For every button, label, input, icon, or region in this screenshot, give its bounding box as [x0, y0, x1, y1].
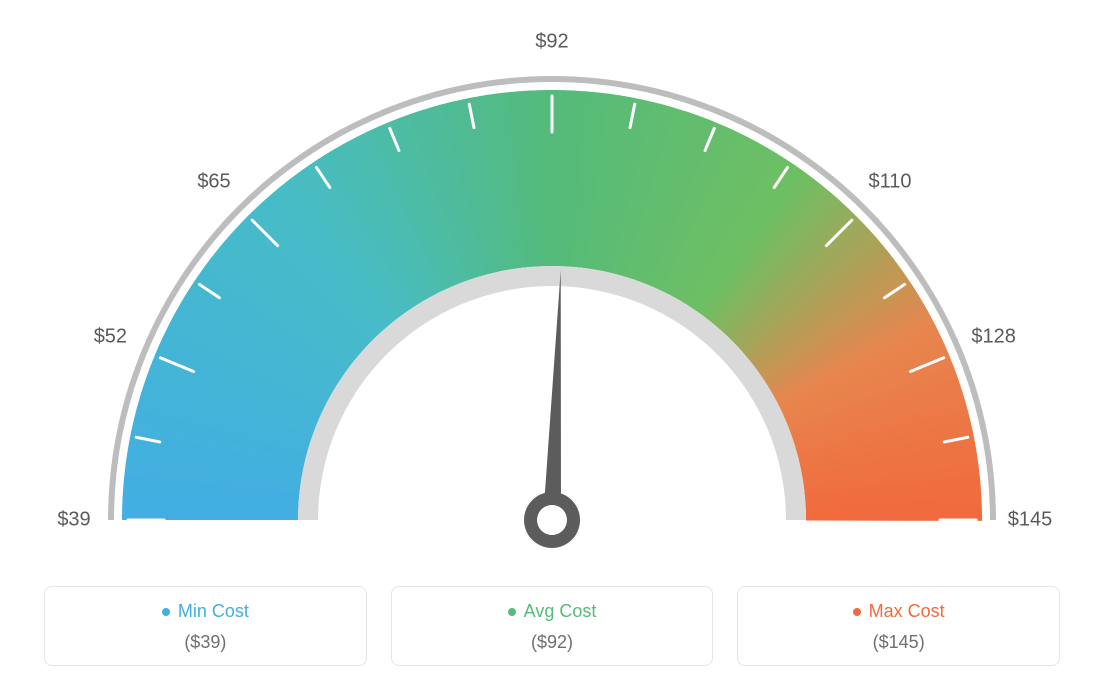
- legend-label: Min Cost: [178, 601, 249, 622]
- legend-label: Max Cost: [869, 601, 945, 622]
- gauge-tick-label: $52: [94, 326, 127, 349]
- gauge-tick-label: $128: [971, 326, 1016, 349]
- legend-card-avg: Avg Cost ($92): [391, 586, 714, 666]
- gauge-tick-label: $39: [57, 509, 90, 532]
- gauge-svg: [0, 0, 1104, 560]
- gauge-area: $39 $52 $65 $92 $110 $128 $145: [0, 0, 1104, 560]
- dot-icon: [508, 608, 516, 616]
- dot-icon: [853, 608, 861, 616]
- dot-icon: [162, 608, 170, 616]
- legend-title-min: Min Cost: [162, 601, 249, 622]
- gauge-tick-label: $110: [868, 171, 911, 194]
- legend-row: Min Cost ($39) Avg Cost ($92) Max Cost (…: [44, 586, 1060, 666]
- legend-title-max: Max Cost: [853, 601, 945, 622]
- legend-value: ($92): [402, 632, 703, 653]
- gauge-tick-label: $145: [1008, 509, 1053, 532]
- gauge-tick-label: $92: [535, 31, 568, 54]
- legend-label: Avg Cost: [524, 601, 597, 622]
- legend-card-max: Max Cost ($145): [737, 586, 1060, 666]
- legend-card-min: Min Cost ($39): [44, 586, 367, 666]
- gauge-tick-label: $65: [197, 171, 230, 194]
- legend-value: ($145): [748, 632, 1049, 653]
- cost-gauge-infographic: { "gauge": { "type": "gauge", "center_x"…: [0, 0, 1104, 690]
- legend-title-avg: Avg Cost: [508, 601, 597, 622]
- legend-value: ($39): [55, 632, 356, 653]
